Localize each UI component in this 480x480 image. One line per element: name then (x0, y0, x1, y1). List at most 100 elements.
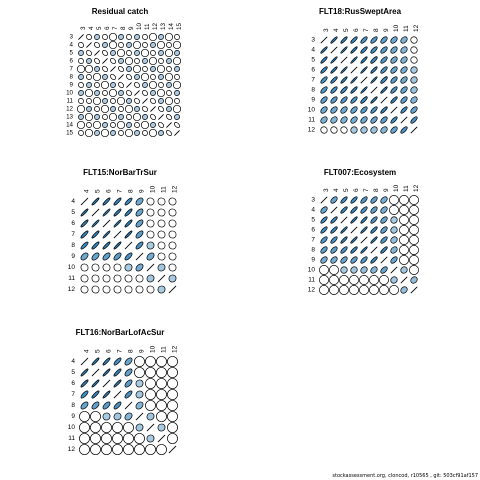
corr-cell (91, 208, 100, 217)
corr-cell (319, 275, 329, 285)
corr-cell (156, 88, 166, 98)
row-age-label: 8 (71, 402, 75, 409)
corr-cell (400, 66, 408, 74)
corr-cell (148, 56, 158, 66)
corr-cell (124, 104, 134, 114)
corr-cell (167, 400, 178, 411)
corr-cell (340, 216, 348, 224)
corr-cell (146, 423, 155, 432)
corr-cell (102, 368, 111, 377)
corr-cell (360, 86, 368, 94)
corr-cell (330, 96, 338, 104)
column-age-label: 12 (413, 24, 420, 32)
corr-cell (156, 40, 166, 50)
corr-cell (146, 252, 155, 261)
corr-cell (134, 34, 140, 40)
corr-cell (370, 226, 378, 234)
row-age-label: 7 (71, 231, 75, 238)
corr-cell (172, 104, 182, 114)
corr-cell (360, 256, 368, 264)
corr-cell (320, 86, 328, 94)
corr-cell (91, 357, 100, 366)
corr-cell (390, 246, 398, 254)
corr-cell (118, 130, 124, 136)
corr-cell (80, 390, 89, 399)
corr-cell (390, 276, 398, 284)
corr-cell (380, 266, 388, 274)
corr-cell (380, 66, 388, 74)
corr-cell (360, 236, 368, 244)
corr-cell (92, 120, 102, 130)
corr-cell (134, 90, 140, 96)
corr-cell (91, 263, 100, 272)
corr-cell (168, 230, 177, 239)
corr-cell (142, 90, 148, 96)
corr-cell (350, 106, 358, 114)
corr-cell (380, 56, 388, 64)
corr-cell (118, 34, 124, 40)
corr-cell (86, 98, 92, 104)
corr-cell (124, 274, 133, 283)
corr-cell (156, 64, 166, 74)
row-age-label: 5 (70, 50, 74, 57)
column-age-label: 11 (403, 25, 410, 32)
corr-cell (113, 219, 122, 228)
corr-cell (370, 116, 378, 124)
corr-cell (410, 276, 418, 284)
corr-cell (158, 58, 164, 64)
corr-cell (409, 245, 419, 255)
corr-cell (350, 86, 358, 94)
corr-cell (350, 76, 358, 84)
corr-cell (174, 130, 180, 136)
corr-cell (80, 241, 89, 250)
corr-cell (134, 130, 140, 136)
row-age-label: 7 (311, 77, 315, 84)
corr-cell (124, 128, 134, 138)
corr-cell (164, 96, 174, 106)
row-age-label: 5 (311, 57, 315, 64)
corr-cell (330, 256, 338, 264)
row-age-label: 3 (311, 197, 315, 204)
column-age-label: 11 (160, 186, 167, 193)
column-age-label: 8 (373, 188, 380, 192)
corr-cell (329, 265, 339, 275)
row-age-label: 3 (70, 34, 74, 41)
column-age-label: 5 (94, 349, 101, 353)
corr-cell (399, 205, 409, 215)
corr-cell (409, 255, 419, 265)
corr-cell (79, 411, 90, 422)
row-age-label: 8 (70, 74, 74, 81)
corr-cell (110, 66, 116, 72)
column-age-label: 7 (363, 188, 370, 192)
corr-cell (330, 76, 338, 84)
corr-cell (370, 106, 378, 114)
row-age-label: 10 (68, 424, 76, 431)
corr-cell (90, 422, 101, 433)
corr-cell (330, 236, 338, 244)
corr-cell (370, 36, 378, 44)
corr-cell (135, 230, 144, 239)
corr-cell (135, 274, 144, 283)
corr-cell (124, 390, 133, 399)
corr-cell (118, 114, 124, 120)
corr-cell (113, 241, 122, 250)
corr-cell (340, 196, 348, 204)
corr-cell (320, 96, 328, 104)
corr-cell (113, 230, 122, 239)
corr-cell (124, 252, 133, 261)
corr-cell (350, 226, 358, 234)
corr-cell (340, 256, 348, 264)
corr-cell (135, 379, 144, 388)
corr-cell (370, 66, 378, 74)
corr-cell (113, 412, 122, 421)
corr-cell (110, 122, 116, 128)
corr-cell (359, 275, 369, 285)
corr-cell (370, 206, 378, 214)
corr-cell (142, 98, 148, 104)
row-age-label: 12 (68, 286, 76, 293)
corr-cell (409, 225, 419, 235)
corr-cell (167, 367, 178, 378)
column-age-label: 7 (112, 26, 119, 30)
row-age-label: 4 (311, 47, 315, 54)
